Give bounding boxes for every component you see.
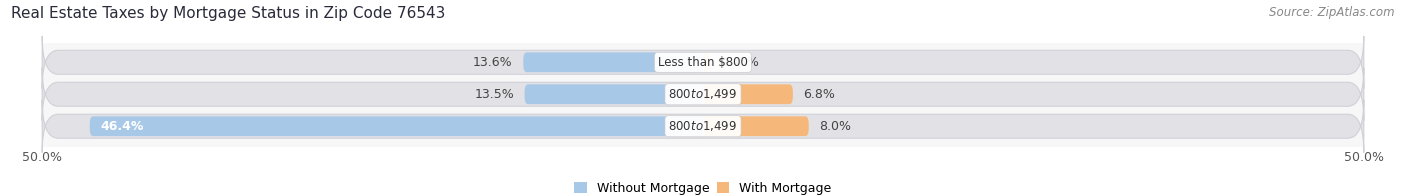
FancyBboxPatch shape: [703, 84, 793, 104]
Legend: Without Mortgage, With Mortgage: Without Mortgage, With Mortgage: [574, 182, 832, 195]
Text: 8.0%: 8.0%: [820, 120, 851, 133]
Text: $800 to $1,499: $800 to $1,499: [668, 119, 738, 133]
FancyBboxPatch shape: [703, 52, 709, 72]
FancyBboxPatch shape: [90, 116, 703, 136]
FancyBboxPatch shape: [42, 36, 1364, 89]
Text: Real Estate Taxes by Mortgage Status in Zip Code 76543: Real Estate Taxes by Mortgage Status in …: [11, 6, 446, 21]
Text: 0.45%: 0.45%: [720, 56, 759, 69]
Text: 13.5%: 13.5%: [474, 88, 515, 101]
Text: $800 to $1,499: $800 to $1,499: [668, 87, 738, 101]
Text: 13.6%: 13.6%: [472, 56, 513, 69]
Text: 46.4%: 46.4%: [100, 120, 143, 133]
Text: 6.8%: 6.8%: [803, 88, 835, 101]
FancyBboxPatch shape: [523, 52, 703, 72]
FancyBboxPatch shape: [42, 68, 1364, 121]
FancyBboxPatch shape: [524, 84, 703, 104]
Text: Source: ZipAtlas.com: Source: ZipAtlas.com: [1270, 6, 1395, 19]
FancyBboxPatch shape: [703, 116, 808, 136]
FancyBboxPatch shape: [42, 100, 1364, 153]
Text: Less than $800: Less than $800: [658, 56, 748, 69]
